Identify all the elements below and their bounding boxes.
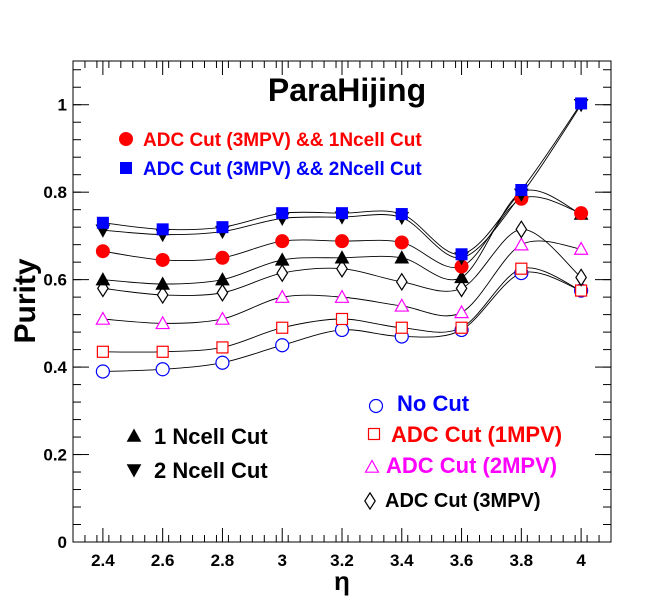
data-point-adc-cut-3mpv xyxy=(575,268,588,287)
data-point-adc-cut-3mpv xyxy=(276,263,289,283)
legend: No Cut ADC Cut (1MPV) ADC Cut (2MPV) ADC Cu… xyxy=(119,130,562,512)
data-point-adc-cut-3mpv-2ncell-cut xyxy=(216,221,229,234)
legend-label-adc-cut-3mpv: ADC Cut (3MPV) xyxy=(385,490,541,512)
series-line xyxy=(102,228,582,296)
data-point-adc-cut-3mpv-2ncell-cut xyxy=(336,207,348,220)
data-point-adc-cut-3mpv xyxy=(395,272,408,292)
y-tick-labels: 0 0.2 0.4 0.6 0.8 1 xyxy=(43,96,67,552)
legend-marker-adc-cut-3mpv xyxy=(364,491,376,511)
data-point-adc-cut-3mpv-1ncell-cut xyxy=(215,250,230,265)
data-point-adc-cut-3mpv-2ncell-cut xyxy=(395,208,408,221)
data-point-adc-cut-3mpv-2ncell-cut xyxy=(575,97,588,110)
data-point-adc-cut-2mpv xyxy=(214,311,230,325)
data-point-1-ncell-cut xyxy=(454,269,469,284)
data-point-adc-cut-3mpv-2ncell-cut xyxy=(96,216,109,229)
data-point-no-cut xyxy=(275,338,290,353)
data-point-adc-cut-2mpv xyxy=(334,289,350,303)
data-point-adc-cut-3mpv-1ncell-cut xyxy=(95,244,110,259)
data-point-adc-cut-2mpv xyxy=(513,236,529,251)
data-point-adc-cut-2mpv xyxy=(394,298,410,312)
x-axis-label: η xyxy=(334,566,350,596)
data-point-adc-cut-1mpv xyxy=(395,321,408,334)
x-tick-label: 3.6 xyxy=(450,551,474,570)
data-point-1-ncell-cut xyxy=(274,252,290,266)
legend-label-adc-cut-3mpv-2ncell-cut: ADC Cut (3MPV) && 2Ncell Cut xyxy=(143,159,422,180)
data-point-adc-cut-3mpv xyxy=(515,220,528,239)
data-point-adc-cut-1mpv xyxy=(276,321,289,334)
x-tick-label: 2.4 xyxy=(91,551,115,570)
data-point-adc-cut-3mpv-2ncell-cut xyxy=(156,223,169,236)
data-point-adc-cut-2mpv xyxy=(274,289,290,303)
legend-label-adc-cut-2mpv: ADC Cut (2MPV) xyxy=(386,453,557,478)
data-point-adc-cut-1mpv xyxy=(575,284,588,297)
y-tick-label: 0.2 xyxy=(43,446,67,465)
y-tick-label: 0.8 xyxy=(43,183,67,202)
legend-marker-1-ncell-cut xyxy=(126,428,142,442)
series-line xyxy=(102,189,582,285)
legend-label-no-cut: No Cut xyxy=(397,391,470,416)
legend-marker-adc-cut-3mpv-1ncell-cut xyxy=(119,132,133,146)
data-point-1-ncell-cut xyxy=(394,250,410,264)
data-point-adc-cut-2mpv xyxy=(155,315,171,330)
x-tick-label: 3 xyxy=(277,551,286,570)
data-point-1-ncell-cut xyxy=(95,272,111,286)
x-tick-label: 4 xyxy=(576,551,586,570)
data-point-adc-cut-3mpv-1ncell-cut xyxy=(574,206,589,221)
data-point-adc-cut-2mpv xyxy=(454,304,470,319)
legend-marker-adc-cut-2mpv xyxy=(364,459,380,473)
legend-marker-adc-cut-3mpv-2ncell-cut xyxy=(120,162,132,174)
data-point-adc-cut-1mpv xyxy=(455,321,468,334)
y-tick-label: 1 xyxy=(58,96,67,115)
chart-title: ParaHijing xyxy=(268,72,426,108)
data-point-adc-cut-2mpv xyxy=(95,311,111,325)
legend-label-2-ncell-cut: 2 Ncell Cut xyxy=(154,458,268,483)
legend-label-adc-cut-3mpv-1ncell-cut: ADC Cut (3MPV) && 1Ncell Cut xyxy=(143,130,422,151)
x-tick-labels: 2.4 2.6 2.8 3 3.2 3.4 3.6 3.8 4 xyxy=(91,551,586,570)
x-tick-label: 2.8 xyxy=(211,551,235,570)
y-axis-label: Purity xyxy=(9,258,42,343)
data-point-adc-cut-1mpv xyxy=(216,341,229,354)
data-point-no-cut xyxy=(95,364,110,379)
data-point-adc-cut-3mpv xyxy=(156,285,169,305)
data-point-adc-cut-3mpv xyxy=(336,259,348,278)
data-point-adc-cut-1mpv xyxy=(335,312,349,326)
legend-label-1-ncell-cut: 1 Ncell Cut xyxy=(154,424,268,449)
data-point-adc-cut-3mpv xyxy=(216,283,229,302)
data-point-adc-cut-1mpv xyxy=(156,345,169,358)
legend-marker-2-ncell-cut xyxy=(126,464,142,478)
data-point-adc-cut-3mpv-1ncell-cut xyxy=(335,234,349,249)
data-point-adc-cut-3mpv-1ncell-cut xyxy=(275,234,290,249)
data-point-adc-cut-1mpv xyxy=(515,262,528,275)
x-tick-label: 3.4 xyxy=(390,551,414,570)
data-point-no-cut xyxy=(155,362,170,377)
data-point-no-cut xyxy=(334,322,350,338)
legend-label-adc-cut-1mpv: ADC Cut (1MPV) xyxy=(391,422,562,447)
data-point-1-ncell-cut xyxy=(334,250,350,264)
data-point-adc-cut-3mpv-1ncell-cut xyxy=(394,235,409,250)
data-point-adc-cut-3mpv xyxy=(455,279,468,298)
axis-ticks xyxy=(72,61,612,543)
data-point-1-ncell-cut xyxy=(215,272,230,286)
y-tick-label: 0 xyxy=(58,533,67,552)
data-point-adc-cut-1mpv xyxy=(96,345,109,358)
series-markers xyxy=(95,97,589,379)
series-line xyxy=(102,196,582,269)
data-point-adc-cut-3mpv-1ncell-cut xyxy=(155,252,170,267)
y-tick-label: 0.4 xyxy=(43,358,67,377)
data-point-no-cut xyxy=(215,355,230,370)
data-point-adc-cut-3mpv-2ncell-cut xyxy=(515,183,528,196)
x-tick-label: 2.6 xyxy=(151,551,175,570)
data-point-adc-cut-3mpv-2ncell-cut xyxy=(455,248,468,261)
y-tick-label: 0.6 xyxy=(43,271,67,290)
legend-marker-no-cut xyxy=(368,398,384,414)
legend-marker-adc-cut-1mpv xyxy=(367,427,381,441)
data-point-adc-cut-2mpv xyxy=(573,241,589,255)
data-point-1-ncell-cut xyxy=(155,276,171,290)
x-tick-label: 3.2 xyxy=(330,551,354,570)
data-point-adc-cut-3mpv-2ncell-cut xyxy=(276,207,289,220)
x-tick-label: 3.8 xyxy=(510,551,534,570)
